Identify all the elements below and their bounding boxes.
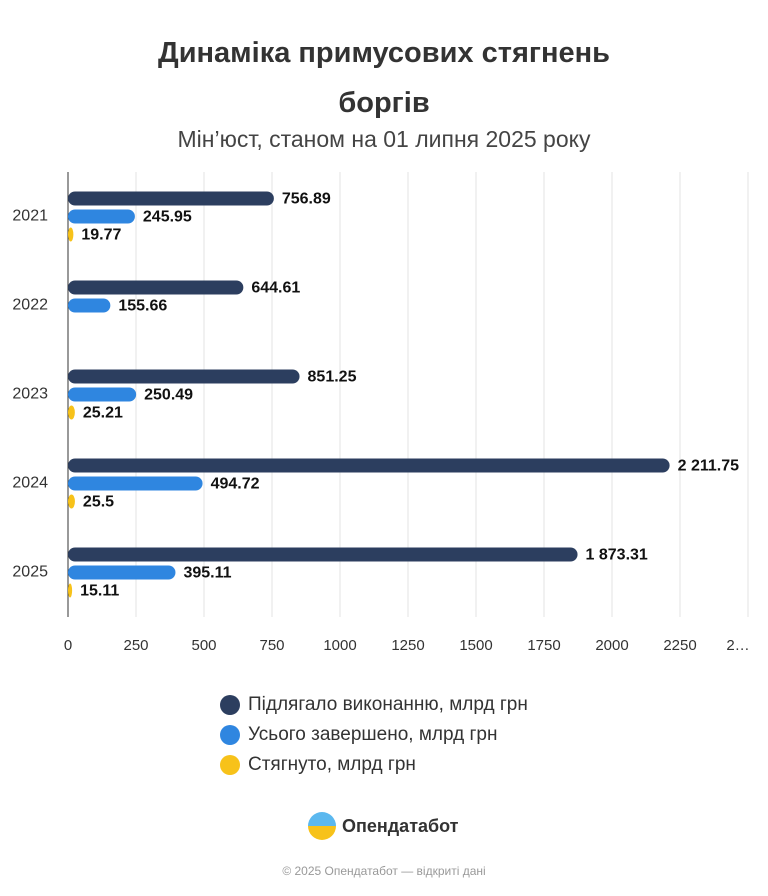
bar <box>68 369 300 384</box>
y-tick-label: 2023 <box>12 386 48 403</box>
chart-title: Динаміка примусових стягнень боргів <box>158 37 610 119</box>
x-tick-label: 1000 <box>323 637 356 654</box>
data-label: 15.11 <box>80 583 119 600</box>
x-tick-label: 1500 <box>459 637 492 654</box>
bar <box>68 209 135 224</box>
x-tick-label: 0 <box>64 637 72 654</box>
legend: Підлягало виконанню, млрд грн Усього заве… <box>220 690 528 780</box>
bar <box>68 494 75 509</box>
data-label: 2 211.75 <box>678 458 740 475</box>
data-label: 851.25 <box>308 369 357 386</box>
data-label: 19.77 <box>81 227 121 244</box>
legend-label: Підлягало виконанню, млрд грн <box>248 694 528 715</box>
brand-logo <box>308 812 336 840</box>
footer: © 2025 Опендатабот — відкриті дані <box>282 864 486 878</box>
bar <box>68 298 111 313</box>
bar <box>68 191 274 206</box>
data-label: 1 873.31 <box>586 547 648 564</box>
y-tick-label: 2025 <box>12 564 48 581</box>
bar <box>68 387 137 402</box>
data-label: 245.95 <box>143 209 192 226</box>
bar <box>68 458 670 473</box>
y-tick-label: 2024 <box>12 475 48 492</box>
legend-label: Усього завершено, млрд грн <box>248 724 498 745</box>
bar <box>68 476 203 491</box>
data-label: 395.11 <box>183 565 231 582</box>
y-tick-label: 2021 <box>12 208 48 225</box>
brand: Опендатабот <box>308 812 459 840</box>
chart-subtitle: Мін’юст, станом на 01 липня 2025 року <box>177 126 591 152</box>
legend-swatch <box>220 725 240 745</box>
data-label: 250.49 <box>144 387 193 404</box>
bar <box>68 405 75 420</box>
bar <box>68 583 73 598</box>
legend-label: Стягнуто, млрд грн <box>248 754 416 775</box>
legend-item: Усього завершено, млрд грн <box>220 720 528 750</box>
x-tick-label: 500 <box>191 637 216 654</box>
x-tick-label: 2000 <box>595 637 628 654</box>
legend-swatch <box>220 695 240 715</box>
x-tick-label: 250 <box>123 637 148 654</box>
brand-name: Опендатабот <box>342 815 459 836</box>
chart: 0 250 500 750 1000 1250 1500 1750 2000 2250 2… 2021… <box>12 172 750 654</box>
y-tick-label: 2022 <box>12 297 48 314</box>
x-tick-label: 2250 <box>663 637 696 654</box>
x-tick-label: 2… <box>726 637 749 654</box>
legend-swatch <box>220 755 240 775</box>
data-label: 25.21 <box>83 405 123 422</box>
bar <box>68 227 74 242</box>
x-tick-label: 1750 <box>527 637 560 654</box>
legend-item: Стягнуто, млрд грн <box>220 750 528 780</box>
x-tick-label: 750 <box>259 637 284 654</box>
bar <box>68 280 244 295</box>
x-tick-label: 1250 <box>391 637 424 654</box>
data-label: 155.66 <box>118 298 167 315</box>
data-label: 25.5 <box>83 494 114 511</box>
legend-item: Підлягало виконанню, млрд грн <box>220 690 528 720</box>
bar <box>68 565 176 580</box>
data-label: 756.89 <box>282 191 331 208</box>
bar <box>68 547 578 562</box>
data-label: 644.61 <box>251 280 300 297</box>
data-label: 494.72 <box>211 476 260 493</box>
